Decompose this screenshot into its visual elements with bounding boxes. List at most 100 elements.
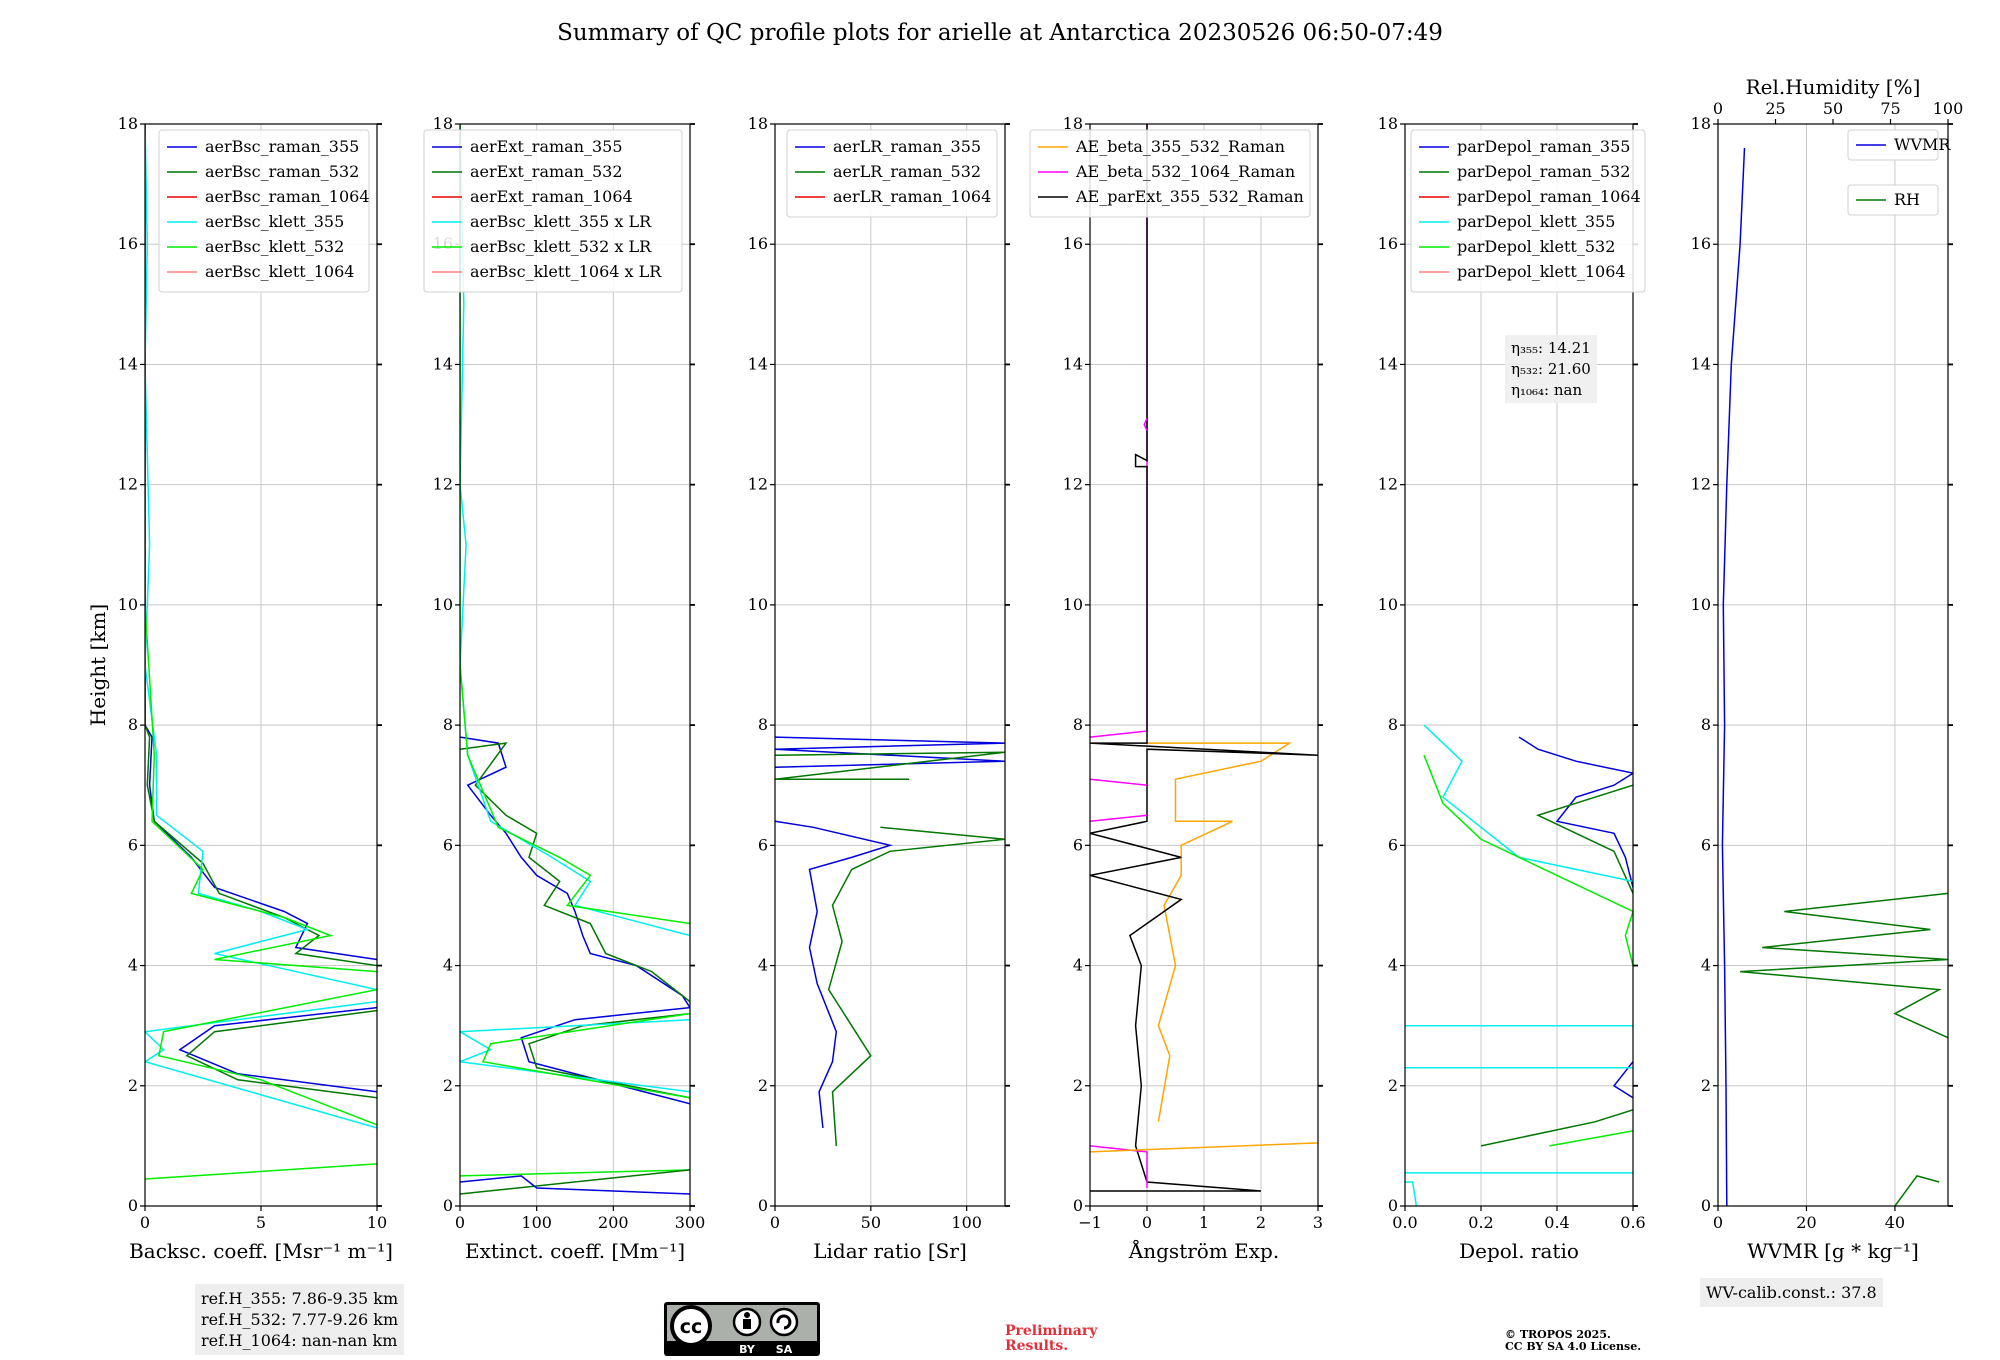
y-tick-label: 18 bbox=[433, 114, 453, 133]
ref-height-355: ref.H_355: 7.86-9.35 km bbox=[201, 1289, 399, 1308]
x-axis-label: Lidar ratio [Sr] bbox=[813, 1239, 967, 1263]
series-segment-1 bbox=[1535, 784, 1633, 894]
legend-box bbox=[1847, 184, 1939, 216]
y-tick-label: 12 bbox=[1691, 475, 1711, 494]
ref-height-1064: ref.H_1064: nan-nan km bbox=[201, 1331, 398, 1350]
series-line-0 bbox=[1612, 1061, 1633, 1099]
series-line-0 bbox=[1721, 147, 1746, 1206]
y-tick-label: 16 bbox=[748, 234, 768, 253]
y-tick-label: 10 bbox=[1378, 595, 1398, 614]
annotation-text: η₁₀₆₄: nan bbox=[1511, 381, 1582, 399]
y-tick-label: 2 bbox=[1388, 1076, 1398, 1095]
preliminary-note: Preliminary Results. bbox=[1005, 1324, 1097, 1354]
top-x-tick-label: 25 bbox=[1765, 99, 1785, 118]
plot-frame bbox=[774, 123, 1006, 1207]
legend-label: aerBsc_klett_1064 bbox=[205, 262, 354, 281]
top-x-tick-label: 0 bbox=[1713, 99, 1723, 118]
annotation-text: η₃₅₅: 14.21 bbox=[1511, 339, 1591, 357]
legend-label: aerBsc_klett_532 x LR bbox=[470, 237, 652, 256]
legend-box bbox=[1029, 129, 1311, 218]
top-axis-label: Rel.Humidity [%] bbox=[1746, 75, 1921, 99]
series-segment-2 bbox=[1090, 778, 1148, 786]
y-tick-label: 14 bbox=[1063, 354, 1083, 373]
series-segment-6 bbox=[460, 1175, 690, 1195]
series-segment-0 bbox=[1518, 736, 1633, 888]
svg-text:cc: cc bbox=[680, 1316, 703, 1338]
legend-label: parDepol_raman_355 bbox=[1457, 137, 1630, 156]
legend-label: aerLR_raman_532 bbox=[833, 162, 981, 181]
y-tick-label: 2 bbox=[128, 1076, 138, 1095]
x-tick-label: 200 bbox=[598, 1213, 629, 1232]
series-line-1 bbox=[1480, 1109, 1633, 1147]
y-tick-label: 12 bbox=[748, 475, 768, 494]
y-tick-label: 10 bbox=[433, 595, 453, 614]
y-tick-label: 16 bbox=[1063, 234, 1083, 253]
y-tick-label: 8 bbox=[128, 715, 138, 734]
series-line-4 bbox=[145, 124, 377, 973]
y-tick-label: 4 bbox=[1388, 956, 1398, 975]
y-tick-label: 12 bbox=[1378, 475, 1398, 494]
cc-label-sa: SA bbox=[776, 1343, 793, 1356]
series-segment-2 bbox=[1423, 724, 1633, 883]
series-segment-5 bbox=[460, 1169, 690, 1195]
x-axis-label: WVMR [g * kg⁻¹] bbox=[1747, 1239, 1919, 1263]
series-segment-1 bbox=[185, 1009, 377, 1099]
y-tick-label: 6 bbox=[758, 835, 768, 854]
annotation-box bbox=[1505, 335, 1597, 403]
y-tick-label: 0 bbox=[443, 1196, 453, 1215]
y-tick-label: 10 bbox=[1063, 595, 1083, 614]
y-tick-label: 10 bbox=[118, 595, 138, 614]
x-tick-label: 40 bbox=[1885, 1213, 1905, 1232]
series-segment-0 bbox=[178, 1006, 377, 1093]
y-tick-label: 4 bbox=[128, 956, 138, 975]
wv-calibration-box: WV-calib.const.: 37.8 bbox=[1700, 1278, 1883, 1307]
legend-label: aerLR_raman_1064 bbox=[833, 187, 991, 206]
plot-frame bbox=[1404, 123, 1634, 1207]
series-segment-0 bbox=[1740, 892, 1948, 1039]
y-tick-label: 4 bbox=[1073, 956, 1083, 975]
x-tick-label: 0.6 bbox=[1620, 1213, 1645, 1232]
legend-box bbox=[786, 129, 998, 218]
series-segment-0 bbox=[775, 736, 1005, 768]
y-tick-label: 8 bbox=[1701, 715, 1711, 734]
plot-frame bbox=[459, 123, 691, 1207]
copyright-note: © TROPOS 2025. CC BY SA 4.0 License. bbox=[1505, 1329, 1641, 1353]
series-group bbox=[145, 124, 377, 1180]
x-tick-label: 2 bbox=[1256, 1213, 1266, 1232]
y-tick-label: 12 bbox=[433, 475, 453, 494]
legend-box bbox=[158, 129, 370, 293]
x-tick-label: 100 bbox=[521, 1213, 552, 1232]
x-tick-label: 300 bbox=[675, 1213, 706, 1232]
series-segment-3 bbox=[481, 1012, 690, 1099]
preliminary-line-1: Preliminary bbox=[1005, 1323, 1098, 1339]
x-tick-label: 0.2 bbox=[1468, 1213, 1493, 1232]
y-tick-label: 8 bbox=[443, 715, 453, 734]
series-line-3 bbox=[1405, 1181, 1418, 1206]
series-group bbox=[1090, 124, 1318, 1192]
annotation-text: η₅₃₂: 21.60 bbox=[1511, 360, 1591, 378]
x-tick-label: 3 bbox=[1313, 1213, 1323, 1232]
series-line-1 bbox=[460, 742, 690, 1003]
copyright-line-2: CC BY SA 4.0 License. bbox=[1505, 1340, 1642, 1353]
x-tick-label: 100 bbox=[951, 1213, 982, 1232]
legend-label: aerLR_raman_355 bbox=[833, 137, 981, 156]
series-segment-4 bbox=[1143, 418, 1148, 431]
legend-label: aerBsc_klett_355 bbox=[205, 212, 344, 231]
y-tick-label: 0 bbox=[1388, 1196, 1398, 1215]
y-tick-label: 10 bbox=[1691, 595, 1711, 614]
panel-lr: 0 2 4 6 8 10 12 14 16 18 0 50 100 Lidar ratio [Sr] aer… bbox=[748, 114, 1010, 1263]
copyright-line-1: © TROPOS 2025. bbox=[1505, 1328, 1611, 1341]
y-tick-label: 10 bbox=[748, 595, 768, 614]
series-segment-4 bbox=[145, 1163, 377, 1180]
x-tick-label: 0 bbox=[1142, 1213, 1152, 1232]
legend-box bbox=[423, 129, 683, 293]
x-tick-label: 20 bbox=[1796, 1213, 1816, 1232]
y-tick-label: 18 bbox=[1063, 114, 1083, 133]
y-tick-label: 8 bbox=[758, 715, 768, 734]
y-tick-label: 4 bbox=[443, 956, 453, 975]
legend-label: AE_beta_532_1064_Raman bbox=[1075, 162, 1295, 181]
y-tick-label: 14 bbox=[748, 354, 768, 373]
series-line-0 bbox=[460, 736, 690, 1009]
x-axis-label: Backsc. coeff. [Msr⁻¹ m⁻¹] bbox=[129, 1239, 393, 1263]
